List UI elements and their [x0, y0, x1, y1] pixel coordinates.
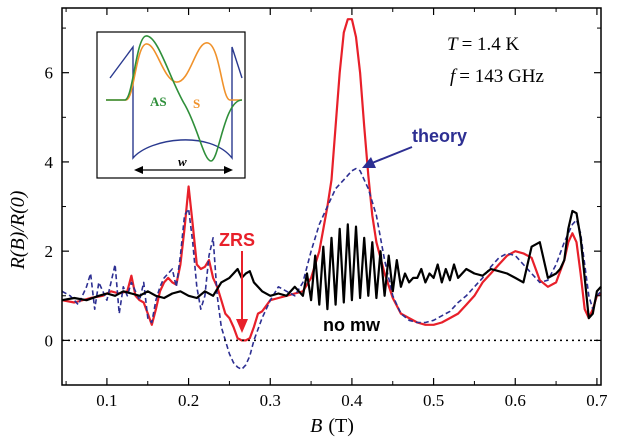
inset-diagram: S AS w	[96, 31, 246, 179]
inset-width-arrow-left	[134, 166, 143, 174]
x-tick-label: 0.5	[423, 391, 444, 410]
x-tick-label: 0.6	[505, 391, 526, 410]
no-mw-annotation: no mw	[323, 315, 381, 335]
temperature-note: T = 1.4 K	[447, 34, 520, 55]
inset-width-arrow-right	[224, 166, 233, 174]
theory-arrow-head	[362, 157, 376, 168]
theory-annotation: theory	[412, 126, 467, 146]
plot-frame	[61, 7, 602, 386]
series-layer	[61, 18, 602, 371]
x-tick-label: 0.4	[341, 391, 363, 410]
theory-dashed-line	[61, 167, 602, 371]
x-axis-label: B (T)	[310, 415, 354, 437]
inset-boundary-curve	[109, 44, 243, 161]
x-tick-label: 0.1	[96, 391, 117, 410]
y-axis-label: R(B)/R(0)	[7, 190, 29, 270]
no-mw-black-line	[61, 209, 602, 320]
theory-arrow-shaft	[371, 146, 413, 164]
inset-label-s: S	[193, 96, 200, 111]
x-tick-label: 0.3	[260, 391, 281, 410]
inset-label-as: AS	[150, 94, 167, 109]
inset-s-curve	[106, 42, 242, 101]
zrs-annotation: ZRS	[219, 230, 255, 250]
experiment-red-line	[61, 18, 602, 342]
x-tick-label: 0.2	[178, 391, 199, 410]
y-tick-label: 4	[45, 153, 54, 172]
inset-label-w: w	[178, 154, 187, 169]
y-tick-label: 6	[45, 64, 54, 83]
y-tick-label: 2	[45, 242, 54, 261]
y-tick-label: 0	[45, 331, 54, 350]
tick-layer: 0.1 0.2 0.3 0.4 0.5 0.6 0.7 0 2 4 6	[45, 8, 608, 410]
frequency-note: f = 143 GHz	[450, 66, 544, 87]
inset-frame	[96, 31, 246, 179]
x-tick-label: 0.7	[586, 391, 608, 410]
zrs-arrow-head	[236, 319, 248, 333]
inset-as-curve	[106, 35, 243, 162]
